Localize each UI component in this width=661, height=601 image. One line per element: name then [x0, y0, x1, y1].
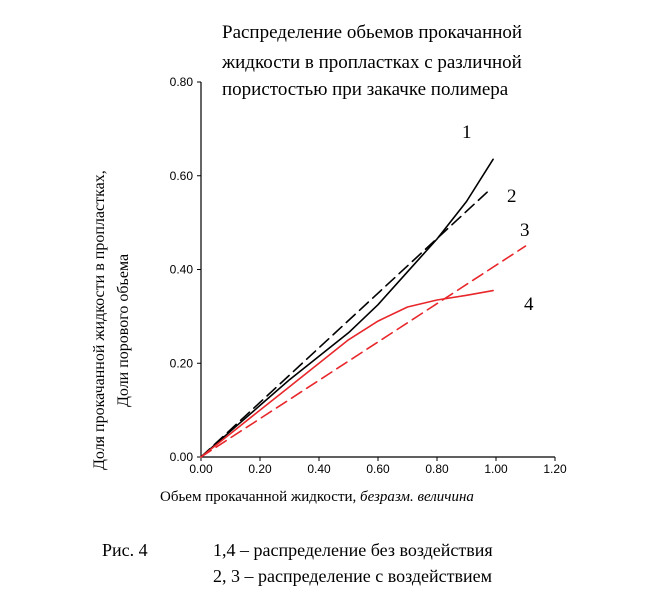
x-tick-label: 0.80	[425, 462, 449, 476]
x-tick-label: 0.00	[189, 462, 213, 476]
curve-label-3: 3	[520, 220, 530, 241]
series-line-2	[200, 191, 488, 458]
x-axis-label-text: Обьем прокачанной жидкости,	[160, 489, 357, 505]
caption-line-2: 2, 3 – распределение с воздействием	[213, 566, 493, 586]
x-tick-label: 0.60	[366, 462, 390, 476]
series-line-4	[200, 289, 494, 458]
y-tick-label: 0.80	[170, 75, 194, 89]
series-line-1	[200, 158, 494, 458]
y-tick-label: 0.40	[170, 263, 194, 277]
curve-label-2: 2	[507, 186, 517, 207]
chart-title-line-1: Распределение обьемов прокачанной	[222, 22, 523, 43]
curve-labels: 1 23 4	[462, 122, 534, 315]
curve-label-4: 4	[524, 294, 534, 315]
x-tick-label: 0.20	[248, 462, 272, 476]
curve-label-1: 1	[462, 122, 472, 143]
chart-title-line-2: жидкости в пропластках с различной	[222, 52, 622, 74]
chart-series	[200, 158, 527, 458]
x-axis-label: Обьем прокачанной жидкости, безразм. вел…	[160, 489, 474, 506]
x-axis-label-italic: безразм. величина	[360, 489, 474, 505]
figure-number: Рис. 4	[102, 540, 148, 560]
y-tick-label: 0.60	[170, 169, 194, 183]
chart-title-line-3: пористостью при закачке полимера	[222, 79, 509, 100]
series-line-3	[200, 245, 527, 458]
x-tick-label: 0.40	[307, 462, 331, 476]
x-tick-label: 1.20	[543, 462, 567, 476]
y-tick-label: 0.00	[170, 450, 194, 464]
chart-ticks: 0.00 0.20 0.40 0.60 0.80 1.00 1.20 0.00 0.20 0.40…	[170, 75, 567, 476]
chart-title-line-2-text: жидкости в пропластках с различной	[222, 52, 522, 73]
y-tick-label: 0.20	[170, 356, 194, 370]
caption-line-1: 1,4 – распределение без воздействия	[213, 540, 493, 560]
x-tick-label: 1.00	[484, 462, 508, 476]
chart-axes	[200, 82, 555, 458]
